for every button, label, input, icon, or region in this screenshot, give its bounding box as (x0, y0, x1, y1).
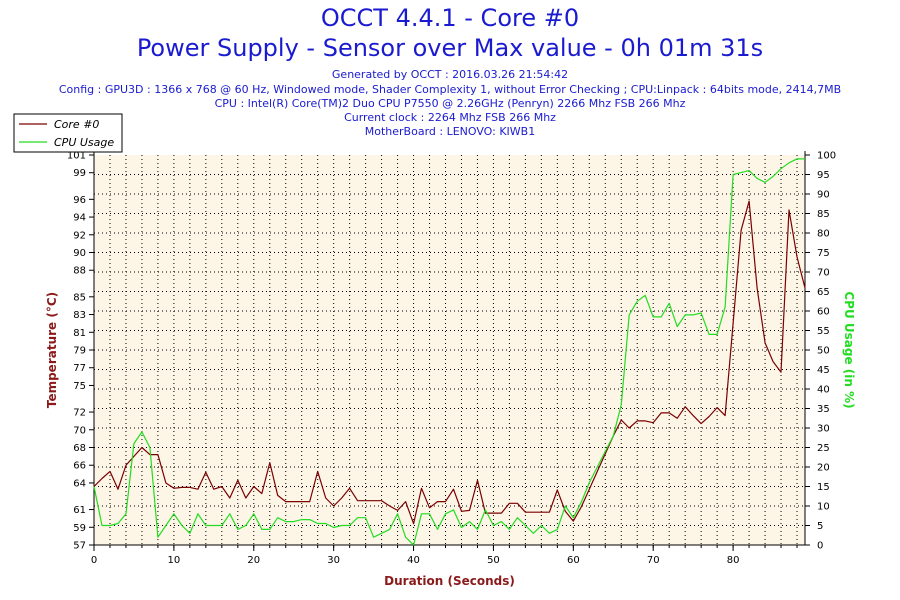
y-right-tick-label: 70 (817, 268, 830, 279)
y-left-tick-label: 61 (73, 505, 86, 516)
y-left-tick-label: 85 (73, 292, 86, 303)
core0-temperature-line (93, 200, 806, 525)
x-tick-label: 10 (168, 555, 181, 566)
y-right-tick-label: 90 (817, 190, 830, 201)
y-right-tick-label: 0 (817, 541, 823, 552)
motherboard-text: MotherBoard : LENOVO: KIWB1 (364, 125, 536, 138)
chart-title: OCCT 4.4.1 - Core #0 (320, 4, 580, 32)
y-left-tick-label: 83 (73, 310, 86, 321)
y-left-tick-label: 77 (73, 363, 86, 374)
y-right-tick-label: 30 (817, 424, 830, 435)
clock-text: Current clock : 2264 Mhz FSB 266 Mhz (344, 111, 556, 124)
y-right-axis-title: CPU Usage (in %) (842, 291, 856, 408)
legend-label: Core #0 (54, 118, 99, 131)
generated-text: Generated by OCCT : 2016.03.26 21:54:42 (331, 68, 569, 81)
y-left-tick-label: 99 (73, 168, 86, 179)
x-tick-label: 70 (647, 555, 660, 566)
cpu-text: CPU : Intel(R) Core(TM)2 Duo CPU P7550 @… (214, 97, 686, 110)
y-left-axis-title: Temperature (°C) (45, 292, 59, 408)
y-left-tick-label: 70 (73, 425, 86, 436)
y-left-tick-label: 92 (73, 230, 86, 241)
y-right-tick-label: 50 (817, 346, 830, 357)
x-tick-label: 0 (91, 555, 97, 566)
y-right-tick-label: 45 (817, 365, 830, 376)
y-left-tick-label: 72 (73, 408, 86, 419)
y-left-tick-label: 90 (73, 248, 86, 259)
y-right-tick-label: 65 (817, 287, 830, 298)
y-right-tick-label: 5 (817, 521, 823, 532)
y-right-tick-label: 75 (817, 248, 830, 259)
y-left-tick-label: 79 (73, 346, 86, 357)
y-right-tick-label: 10 (817, 502, 830, 513)
y-right-tick-label: 35 (817, 404, 830, 415)
y-left-tick-label: 66 (73, 461, 86, 472)
y-right-tick-label: 25 (817, 443, 830, 454)
cpu-usage-line (93, 158, 805, 546)
y-right-tick-label: 100 (817, 151, 836, 162)
y-left-tick-label: 88 (73, 266, 86, 277)
y-left-tick-label: 96 (73, 195, 86, 206)
config-text: Config : GPU3D : 1366 x 768 @ 60 Hz, Win… (58, 83, 842, 96)
x-tick-label: 50 (487, 555, 500, 566)
x-tick-label: 20 (247, 555, 260, 566)
y-right-tick-label: 40 (817, 385, 830, 396)
y-right-tick-label: 85 (817, 209, 830, 220)
x-tick-label: 60 (567, 555, 580, 566)
y-left-tick-label: 101 (67, 151, 86, 162)
y-right-tick-label: 60 (817, 307, 830, 318)
y-left-tick-label: 64 (73, 478, 86, 489)
chart-subtitle: Power Supply - Sensor over Max value - 0… (136, 34, 764, 62)
x-axis-title: Duration (Seconds) (384, 574, 515, 588)
y-right-tick-label: 55 (817, 326, 830, 337)
legend-label: CPU Usage (54, 136, 114, 149)
y-right-tick-label: 15 (817, 482, 830, 493)
y-left-tick-label: 75 (73, 381, 86, 392)
y-left-tick-label: 59 (73, 523, 86, 534)
y-left-tick-label: 68 (73, 443, 86, 454)
x-tick-label: 30 (327, 555, 340, 566)
x-tick-label: 80 (727, 555, 740, 566)
y-left-tick-label: 57 (73, 541, 86, 552)
y-right-tick-label: 95 (817, 170, 830, 181)
y-left-tick-label: 81 (73, 328, 86, 339)
y-right-tick-label: 80 (817, 229, 830, 240)
legend-box (13, 113, 123, 153)
y-right-tick-label: 20 (817, 463, 830, 474)
x-tick-label: 40 (407, 555, 420, 566)
y-left-tick-label: 94 (73, 213, 86, 224)
